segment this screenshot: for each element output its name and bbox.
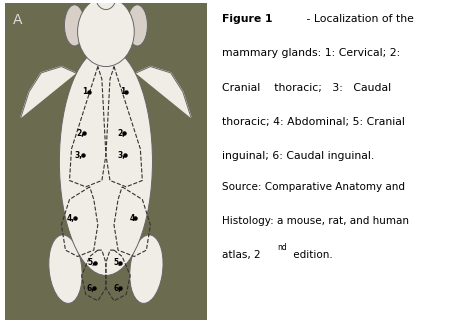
Text: 3,: 3, [74, 151, 82, 160]
Text: Histology: a mouse, rat, and human: Histology: a mouse, rat, and human [222, 216, 409, 226]
Text: mammary glands: 1: Cervical; 2:: mammary glands: 1: Cervical; 2: [222, 48, 400, 58]
Text: 1: 1 [119, 87, 125, 96]
Text: 4: 4 [129, 214, 135, 223]
Text: Cranial    thoracic;   3:   Caudal: Cranial thoracic; 3: Caudal [222, 83, 391, 93]
Ellipse shape [130, 235, 163, 303]
Text: atlas, 2: atlas, 2 [222, 250, 261, 260]
Text: nd: nd [277, 244, 287, 253]
Text: 1: 1 [82, 87, 88, 96]
Text: 2,: 2, [77, 129, 85, 138]
Text: 6,: 6, [87, 284, 95, 293]
Polygon shape [137, 67, 191, 117]
Text: 4,: 4, [66, 214, 74, 223]
Text: inguinal; 6: Caudal inguinal.: inguinal; 6: Caudal inguinal. [222, 151, 374, 161]
Text: A: A [13, 13, 22, 27]
Text: 6,: 6, [113, 284, 121, 293]
Text: edition.: edition. [290, 250, 332, 260]
Text: thoracic; 4: Abdominal; 5: Cranial: thoracic; 4: Abdominal; 5: Cranial [222, 117, 405, 127]
Text: 3,: 3, [117, 151, 125, 160]
Text: - Localization of the: - Localization of the [303, 14, 414, 24]
Ellipse shape [78, 0, 134, 67]
Ellipse shape [64, 5, 85, 46]
Polygon shape [21, 67, 75, 117]
Text: 2,: 2, [117, 129, 125, 138]
Ellipse shape [96, 0, 116, 10]
Text: Figure 1: Figure 1 [222, 14, 273, 24]
Ellipse shape [127, 5, 147, 46]
Text: 5,: 5, [88, 258, 96, 267]
Text: Source: Comparative Anatomy and: Source: Comparative Anatomy and [222, 182, 405, 192]
Text: 5,: 5, [114, 258, 122, 267]
Ellipse shape [59, 47, 153, 276]
Ellipse shape [49, 235, 82, 303]
